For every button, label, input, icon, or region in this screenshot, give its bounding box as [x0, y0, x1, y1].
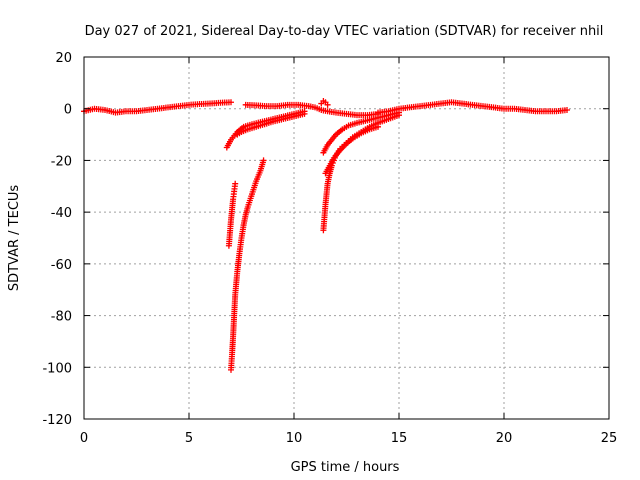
- data-point-fill: [83, 106, 96, 114]
- x-tick-label: 20: [496, 431, 513, 446]
- y-tick-label: -60: [51, 258, 72, 273]
- x-axis-label: GPS time / hours: [291, 460, 400, 475]
- data-point-fill: [254, 169, 263, 183]
- series-4: [234, 110, 308, 138]
- data-point: [232, 180, 239, 187]
- data-point: [260, 157, 267, 164]
- series-10: [318, 97, 331, 108]
- data-point-fill: [240, 127, 249, 135]
- chart-title: Day 027 of 2021, Sidereal Day-to-day VTE…: [85, 24, 604, 39]
- data-point-fill: [320, 107, 329, 114]
- series-0: [81, 99, 234, 116]
- data-point-fill: [338, 142, 348, 152]
- axis-ticks: 0 5 10 15 20 25 20 0 -20 -40 -60 -80 -100 -120: [42, 51, 617, 446]
- data-points: [81, 97, 570, 373]
- y-tick-label: -40: [51, 206, 72, 221]
- data-point-fill: [347, 120, 358, 128]
- series-1: [242, 101, 381, 119]
- data-point: [301, 110, 308, 117]
- data-point-fill: [245, 193, 255, 208]
- data-point-fill: [224, 138, 233, 149]
- data-point-fill: [326, 138, 334, 147]
- x-tick-label: 15: [391, 431, 408, 446]
- data-point-fill: [330, 133, 338, 142]
- plot-frame: [83, 56, 610, 420]
- data-point-fill: [307, 103, 316, 110]
- data-point-fill: [368, 124, 379, 132]
- data-point-fill: [255, 121, 266, 130]
- data-point-fill: [387, 112, 400, 122]
- data-point-fill: [230, 191, 237, 200]
- y-tick-label: -120: [42, 413, 72, 428]
- data-point: [564, 107, 570, 114]
- data-point-fill: [323, 164, 332, 175]
- series-6: [228, 157, 267, 373]
- series-2: [375, 99, 570, 116]
- data-point: [396, 112, 402, 119]
- data-point-fill: [314, 105, 323, 113]
- data-point-fill: [332, 149, 342, 159]
- y-tick-label: -100: [42, 361, 72, 376]
- x-tick-label: 5: [185, 431, 193, 446]
- data-point-fill: [377, 116, 390, 126]
- data-point-fill: [327, 156, 336, 167]
- x-tick-label: 25: [601, 431, 618, 446]
- data-point-fill: [249, 180, 259, 195]
- series-7: [320, 109, 402, 156]
- data-point: [228, 99, 234, 106]
- series-5: [225, 180, 239, 249]
- data-point-fill: [360, 127, 371, 136]
- data-point-fill: [263, 119, 274, 127]
- data-point-fill: [242, 121, 253, 130]
- data-point: [375, 123, 381, 130]
- data-point-fill: [238, 224, 247, 239]
- data-point-fill: [341, 123, 350, 132]
- y-axis-label: SDTVAR / TECUs: [7, 185, 22, 292]
- data-point-fill: [345, 136, 355, 146]
- data-point-fill: [321, 143, 330, 154]
- x-tick-label: 10: [286, 431, 303, 446]
- data-point-fill: [351, 131, 363, 141]
- data-point-fill: [236, 237, 245, 255]
- data-point: [324, 101, 331, 108]
- data-point-fill: [327, 164, 335, 175]
- data-point-fill: [366, 115, 379, 123]
- y-tick-label: 20: [55, 51, 72, 66]
- y-tick-label: -80: [51, 310, 72, 325]
- data-point-fill: [234, 252, 243, 273]
- data-point-fill: [246, 124, 258, 132]
- y-tick-label: -20: [51, 154, 72, 169]
- data-point-fill: [356, 117, 369, 126]
- data-point-fill: [243, 205, 251, 216]
- series-9: [322, 123, 381, 177]
- data-point-fill: [232, 270, 241, 296]
- data-point-fill: [241, 213, 249, 227]
- x-tick-label: 0: [80, 431, 88, 446]
- data-point-fill: [231, 183, 238, 192]
- y-tick-label: 0: [64, 103, 72, 118]
- data-point-fill: [229, 130, 239, 141]
- data-point-fill: [334, 127, 344, 137]
- data-point-fill: [326, 108, 337, 116]
- series-3: [223, 108, 308, 151]
